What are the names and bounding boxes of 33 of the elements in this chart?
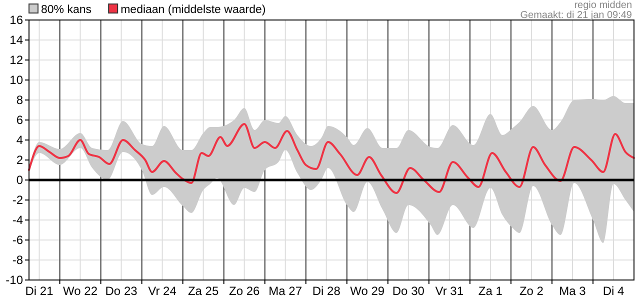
x-tick-label: Ma 3 (559, 284, 586, 298)
x-tick-label: Vr 24 (148, 284, 177, 298)
x-tick-label: Ma 27 (268, 284, 302, 298)
x-tick-label: Di 4 (602, 284, 624, 298)
x-tick-label: Di 21 (25, 284, 54, 298)
x-tick-label: Zo 26 (228, 284, 260, 298)
y-tick-label: 6 (16, 113, 24, 128)
y-tick-label: 10 (10, 73, 24, 88)
y-tick-label: 16 (10, 13, 24, 28)
y-tick-label: -10 (6, 273, 24, 288)
y-tick-label: -4 (12, 213, 24, 228)
x-tick-label: Wo 22 (63, 284, 98, 298)
x-tick-label: Vr 31 (435, 284, 464, 298)
x-tick-label: Zo 2 (519, 284, 544, 298)
y-tick-label: 14 (10, 33, 24, 48)
x-tick-label: Do 30 (392, 284, 425, 298)
y-tick-label: 4 (16, 133, 24, 148)
text: regio midden (574, 0, 632, 11)
x-tick-label: Za 1 (478, 284, 503, 298)
y-tick-label: -6 (12, 233, 24, 248)
x-tick-label: Di 28 (312, 284, 341, 298)
legend-label: mediaan (middelste waarde) (120, 4, 266, 16)
y-tick-label: 12 (10, 53, 24, 68)
x-tick-label: Do 23 (105, 284, 138, 298)
annotation: Gemaakt: di 21 jan 09:49 (520, 10, 632, 21)
y-tick-label: -8 (12, 253, 24, 268)
y-tick-label: 8 (16, 93, 24, 108)
x-tick-label: Wo 29 (350, 284, 385, 298)
y-tick-label: 0 (16, 173, 24, 188)
y-tick-label: -2 (12, 193, 24, 208)
x-tick-label: Za 25 (188, 284, 219, 298)
legend-label: 80% kans (41, 4, 92, 16)
y-tick-label: 2 (16, 153, 24, 168)
